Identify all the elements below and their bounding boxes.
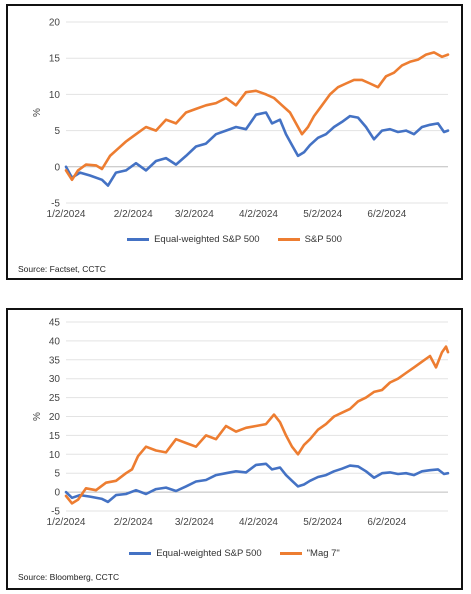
legend-top: Equal-weighted S&P 500 S&P 500	[8, 234, 461, 245]
y-tick-label: -5	[51, 199, 60, 210]
legend-label: S&P 500	[304, 234, 342, 245]
y-axis-label: %	[32, 108, 43, 117]
y-tick-label: 35	[49, 355, 61, 366]
x-tick-label: 5/2/2024	[303, 209, 342, 220]
series-line-comparison	[64, 51, 450, 182]
x-tick-label: 4/2/2024	[239, 517, 278, 528]
x-tick-label: 5/2/2024	[303, 517, 342, 528]
legend-swatch	[279, 552, 302, 555]
y-tick-label: 0	[54, 162, 60, 173]
legend-label: Equal-weighted S&P 500	[156, 548, 262, 559]
legend-swatch	[277, 238, 300, 241]
legend-label: "Mag 7"	[306, 548, 340, 559]
y-tick-label: 5	[54, 469, 60, 480]
legend-item-equal-weighted: Equal-weighted S&P 500	[127, 234, 260, 245]
y-tick-label: 40	[49, 336, 61, 347]
x-tick-label: 2/2/2024	[114, 517, 153, 528]
x-tick-label: 3/2/2024	[175, 517, 214, 528]
source-note: Source: Factset, CCTC	[18, 264, 106, 274]
y-tick-label: 30	[49, 374, 61, 385]
legend-item-mag7: "Mag 7"	[279, 548, 340, 559]
y-tick-label: 5	[54, 126, 60, 137]
y-tick-label: -5	[51, 507, 60, 518]
y-tick-label: 20	[49, 412, 61, 423]
chart-panel-bottom: -5 0 5 10 15 20 25 30 35 40 45% 1/2/2024 2/2/2024 3/2…	[6, 308, 463, 590]
legend-bottom: Equal-weighted S&P 500 "Mag 7"	[8, 548, 461, 559]
series-line-equal-weighted	[64, 111, 450, 187]
y-tick-label: 15	[49, 431, 61, 442]
legend-swatch	[129, 552, 152, 555]
chart-bottom: -5 0 5 10 15 20 25 30 35 40 45% 1/2/2024 2/2/2024 3/2…	[32, 318, 450, 528]
y-tick-label: 10	[49, 450, 61, 461]
legend-item-sp500: S&P 500	[277, 234, 342, 245]
chart-top: -5 0 5 10 15 20% 1/2/2024 2/2/2024 3/2/2024 4/2/2…	[32, 18, 450, 220]
x-tick-label: 1/2/2024	[47, 209, 86, 220]
legend-label: Equal-weighted S&P 500	[154, 234, 260, 245]
series-line-equal-weighted	[64, 462, 450, 504]
y-tick-label: 10	[49, 90, 61, 101]
y-tick-label: 20	[49, 18, 61, 29]
chart-panel-top: -5 0 5 10 15 20% 1/2/2024 2/2/2024 3/2/2024 4/2/2…	[6, 4, 463, 280]
source-note: Source: Bloomberg, CCTC	[18, 572, 120, 582]
legend-swatch	[127, 238, 150, 241]
y-tick-label: 45	[49, 318, 61, 329]
y-axis-label: %	[32, 412, 43, 421]
y-tick-label: 25	[49, 393, 61, 404]
legend-item-equal-weighted: Equal-weighted S&P 500	[129, 548, 262, 559]
y-tick-label: 0	[54, 488, 60, 499]
x-tick-label: 6/2/2024	[367, 517, 406, 528]
x-tick-label: 6/2/2024	[367, 209, 406, 220]
x-tick-label: 1/2/2024	[47, 517, 86, 528]
series-line-comparison	[64, 345, 450, 505]
x-tick-label: 3/2/2024	[175, 209, 214, 220]
y-tick-label: 15	[49, 54, 61, 65]
x-tick-label: 4/2/2024	[239, 209, 278, 220]
x-tick-label: 2/2/2024	[114, 209, 153, 220]
